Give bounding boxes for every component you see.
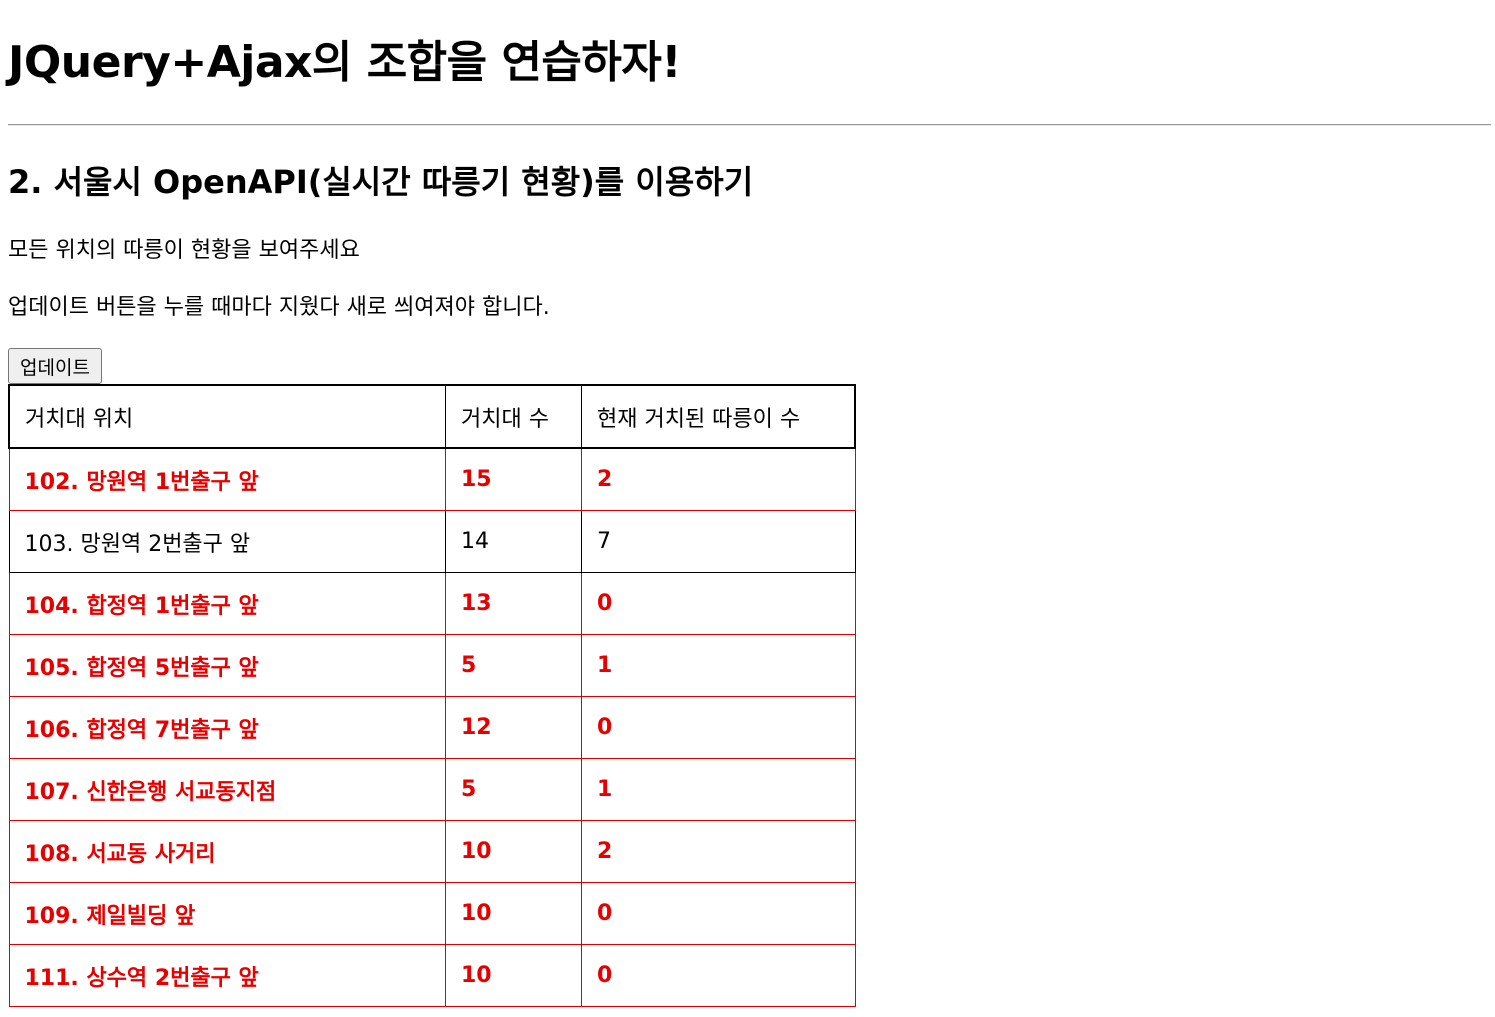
section-title: 2. 서울시 OpenAPI(실시간 따릉기 현황)를 이용하기	[8, 163, 754, 201]
cell-rack-count: 13	[445, 572, 582, 635]
header-rack-count: 거치대 수	[445, 384, 582, 449]
cell-location: 104. 합정역 1번출구 앞	[8, 572, 446, 635]
cell-location: 109. 제일빌딩 앞	[8, 882, 446, 945]
page-title: JQuery+Ajax의 조합을 연습하자!	[8, 37, 681, 88]
cell-bike-count: 2	[581, 820, 856, 883]
cell-location: 105. 합정역 5번출구 앞	[8, 634, 446, 697]
bike-status-table: 거치대 위치 거치대 수 현재 거치된 따릉이 수 102. 망원역 1번출구 …	[8, 384, 856, 1007]
cell-rack-count: 5	[445, 634, 582, 697]
cell-bike-count: 1	[581, 758, 856, 821]
cell-location: 108. 서교동 사거리	[8, 820, 446, 883]
table-body: 102. 망원역 1번출구 앞 15 2 103. 망원역 2번출구 앞 14 7 104.…	[8, 447, 856, 1007]
cell-location: 102. 망원역 1번출구 앞	[8, 447, 446, 511]
table-row: 107. 신한은행 서교동지점 5 1	[8, 758, 856, 821]
cell-location: 111. 상수역 2번출구 앞	[8, 944, 446, 1007]
table-row: 108. 서교동 사거리 10 2	[8, 820, 856, 883]
cell-bike-count: 7	[581, 510, 856, 573]
description-text-2: 업데이트 버튼을 누를 때마다 지웠다 새로 씌여져야 합니다.	[8, 295, 550, 320]
cell-rack-count: 5	[445, 758, 582, 821]
cell-rack-count: 10	[445, 882, 582, 945]
cell-bike-count: 0	[581, 696, 856, 759]
cell-bike-count: 1	[581, 634, 856, 697]
table-row: 106. 합정역 7번출구 앞 12 0	[8, 696, 856, 759]
cell-bike-count: 0	[581, 944, 856, 1007]
cell-bike-count: 0	[581, 572, 856, 635]
table-row: 104. 합정역 1번출구 앞 13 0	[8, 572, 856, 635]
description-text-1: 모든 위치의 따릉이 현황을 보여주세요	[8, 238, 360, 263]
cell-bike-count: 2	[581, 447, 856, 511]
table-header-row: 거치대 위치 거치대 수 현재 거치된 따릉이 수	[8, 384, 856, 449]
header-location: 거치대 위치	[8, 384, 446, 449]
table-row: 103. 망원역 2번출구 앞 14 7	[8, 510, 856, 573]
cell-rack-count: 10	[445, 944, 582, 1007]
header-bike-count: 현재 거치된 따릉이 수	[581, 384, 856, 449]
update-button[interactable]: 업데이트	[8, 348, 102, 384]
cell-bike-count: 0	[581, 882, 856, 945]
divider	[8, 124, 1491, 126]
cell-location: 106. 합정역 7번출구 앞	[8, 696, 446, 759]
cell-location: 103. 망원역 2번출구 앞	[8, 510, 446, 573]
cell-rack-count: 15	[445, 447, 582, 511]
cell-rack-count: 10	[445, 820, 582, 883]
table-row: 102. 망원역 1번출구 앞 15 2	[8, 447, 856, 511]
table-row: 111. 상수역 2번출구 앞 10 0	[8, 944, 856, 1007]
cell-rack-count: 12	[445, 696, 582, 759]
table-row: 109. 제일빌딩 앞 10 0	[8, 882, 856, 945]
cell-rack-count: 14	[445, 510, 582, 573]
cell-location: 107. 신한은행 서교동지점	[8, 758, 446, 821]
